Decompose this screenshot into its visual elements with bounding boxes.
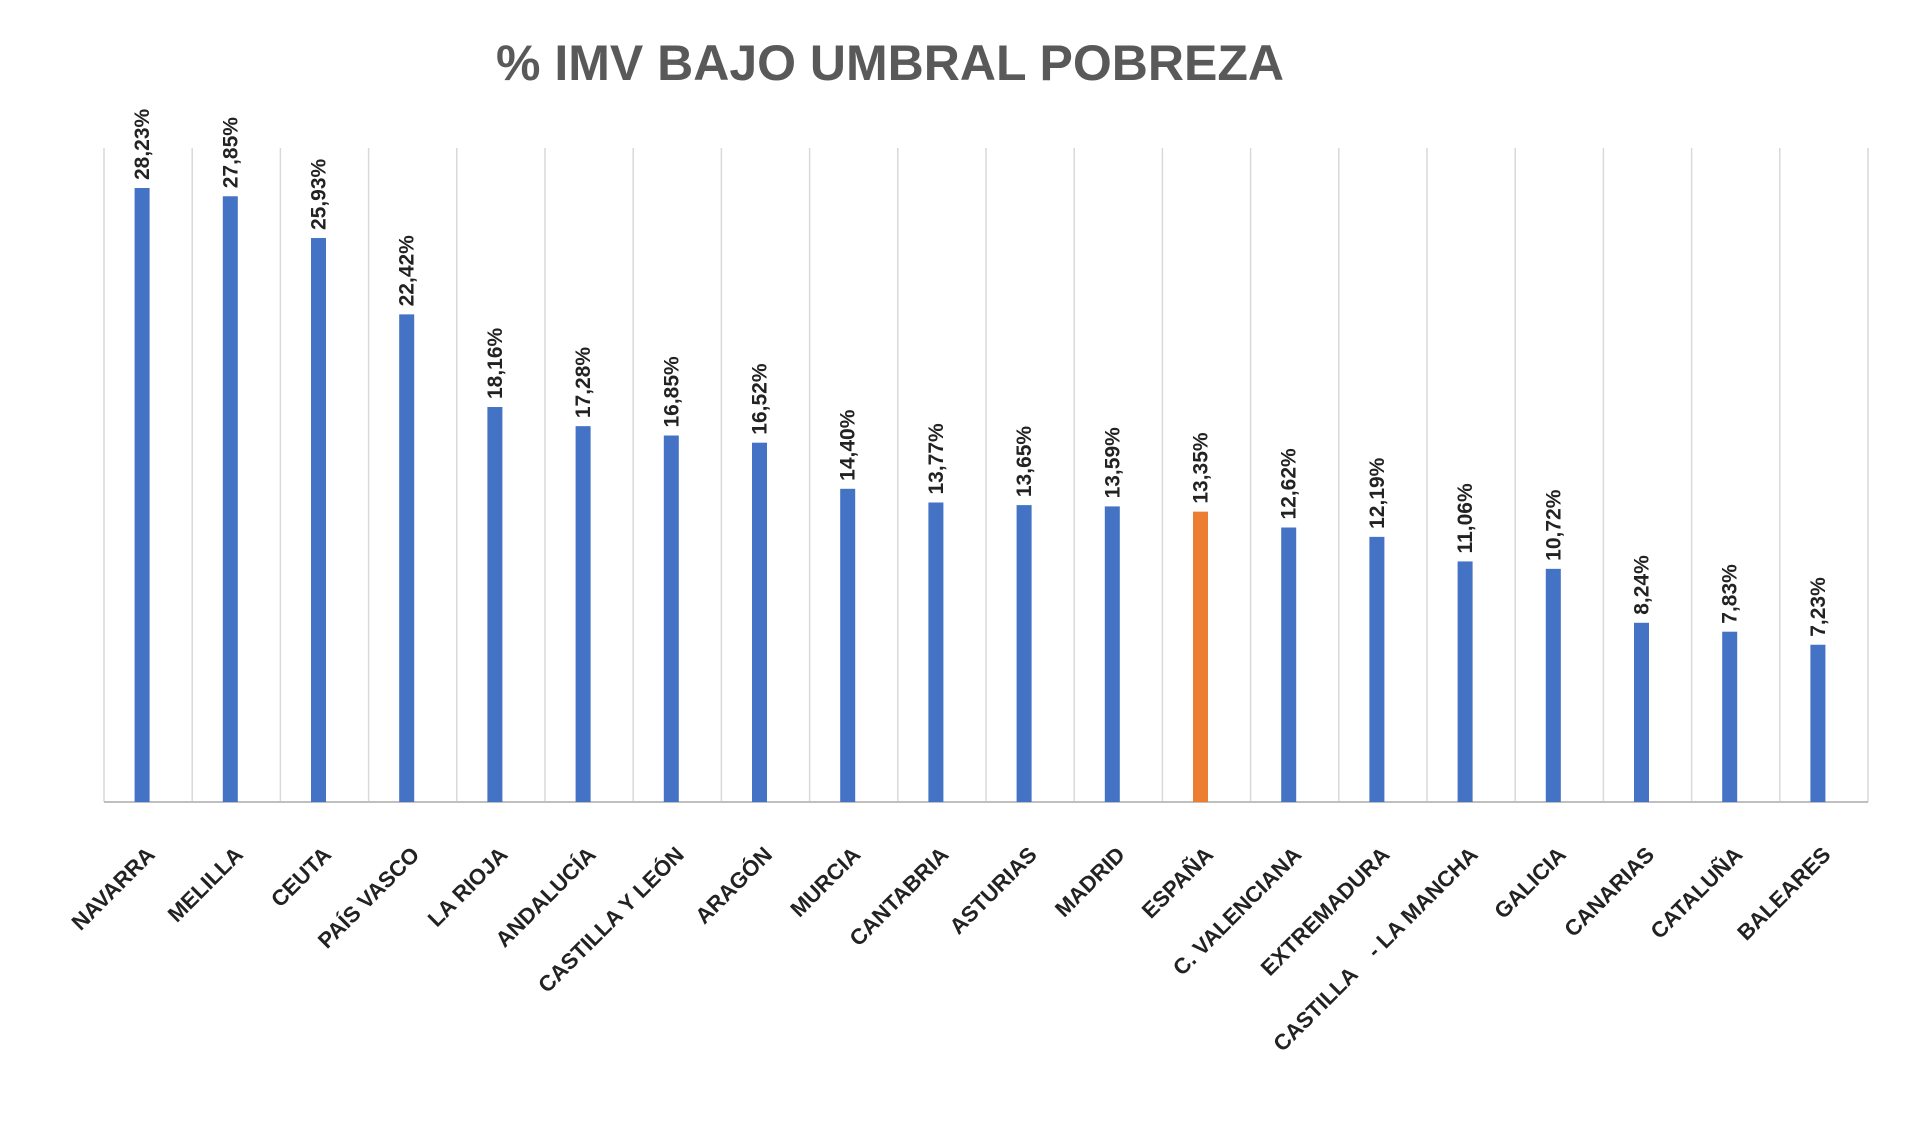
bar-10	[1016, 505, 1032, 802]
data-label-9: 13,77%	[925, 423, 948, 495]
tick-label-1: MELILLA	[163, 842, 248, 927]
tick-label-0: NAVARRA	[66, 842, 159, 935]
data-label-7: 16,52%	[749, 363, 772, 435]
data-labels: 28,23% 27,85% 25,93% 22,42% 18,16% 17,28% 16,8…	[131, 108, 1830, 636]
data-label-4: 18,16%	[484, 327, 507, 399]
data-label-16: 10,72%	[1542, 489, 1565, 561]
data-label-1: 27,85%	[219, 117, 242, 189]
tick-label-12: ESPAÑA	[1137, 842, 1218, 923]
bar-9	[928, 502, 944, 802]
data-label-18: 7,83%	[1719, 564, 1742, 624]
tick-label-8: MURCIA	[785, 842, 865, 922]
data-label-13: 12,62%	[1278, 448, 1301, 520]
data-label-19: 7,23%	[1807, 577, 1830, 637]
bar-3	[399, 314, 415, 802]
bar-8	[840, 488, 856, 802]
data-label-2: 25,93%	[308, 158, 331, 230]
tick-label-6: CASTILLA Y LEÓN	[533, 842, 689, 998]
data-label-17: 8,24%	[1631, 555, 1654, 615]
bar-0	[134, 188, 150, 802]
bar-19	[1810, 644, 1826, 802]
bar-1	[222, 196, 238, 803]
data-label-8: 14,40%	[837, 409, 860, 481]
bars	[134, 188, 1826, 803]
bar-16	[1545, 568, 1561, 802]
bar-6	[663, 435, 679, 802]
bar-15	[1457, 561, 1473, 802]
bar-11	[1104, 506, 1120, 802]
data-label-6: 16,85%	[660, 356, 683, 428]
bar-2	[311, 238, 326, 803]
chart-title: % IMV BAJO UMBRAL POBREZA	[496, 35, 1284, 91]
bar-12	[1193, 511, 1208, 802]
tick-label-11: MADRID	[1050, 842, 1130, 922]
bar-4	[487, 407, 503, 802]
bar-18	[1722, 631, 1738, 802]
tick-label-4: LA RIOJA	[423, 842, 513, 932]
data-label-12: 13,35%	[1190, 432, 1213, 504]
bar-5	[575, 426, 591, 802]
gridlines	[103, 148, 1869, 803]
bar-14	[1369, 536, 1385, 802]
tick-label-7: ARAGÓN	[690, 842, 777, 929]
data-label-3: 22,42%	[396, 235, 419, 307]
data-label-5: 17,28%	[572, 347, 595, 419]
bar-7	[752, 442, 767, 802]
tick-label-17: CANARIAS	[1559, 842, 1659, 942]
tick-label-19: BALEARES	[1732, 842, 1835, 945]
bar-13	[1281, 527, 1297, 802]
data-label-15: 11,06%	[1454, 483, 1477, 553]
data-label-10: 13,65%	[1013, 426, 1036, 498]
data-label-11: 13,59%	[1101, 427, 1124, 499]
bar-17	[1634, 622, 1649, 802]
tick-label-16: GALICIA	[1489, 842, 1571, 924]
tick-label-2: CEUTA	[266, 842, 336, 912]
data-label-0: 28,23%	[131, 108, 154, 180]
data-label-14: 12,19%	[1366, 457, 1389, 529]
tick-label-10: ASTURIAS	[944, 842, 1041, 939]
